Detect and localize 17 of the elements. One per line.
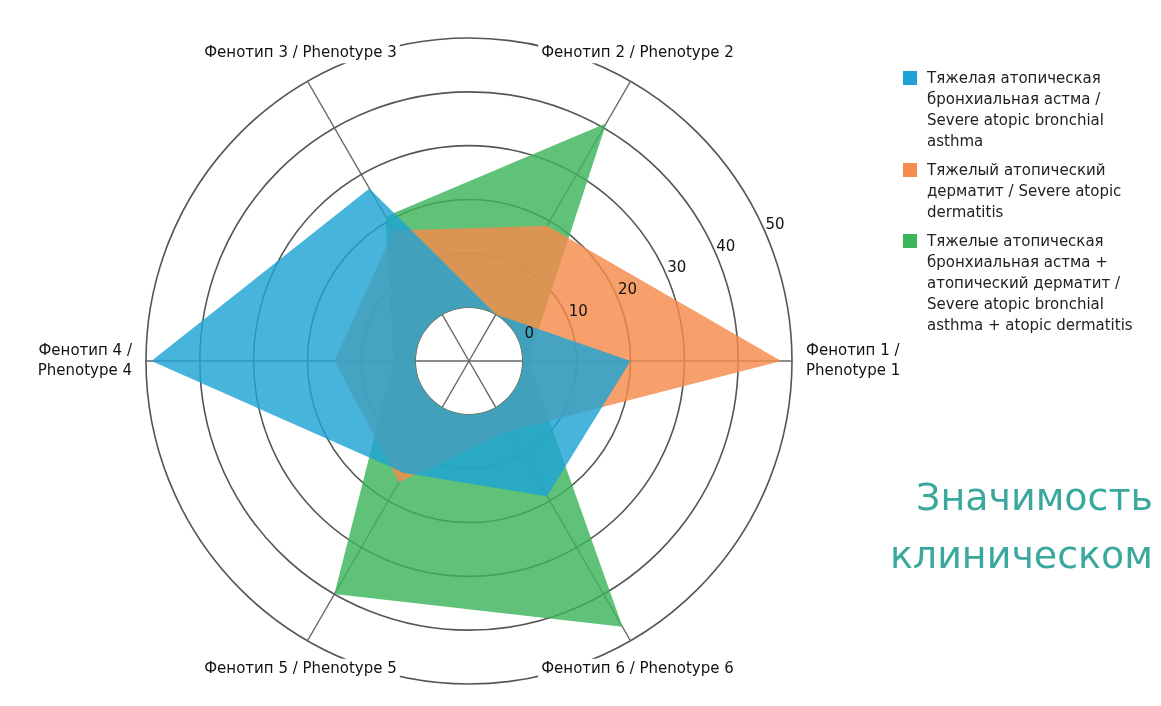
spoke-label: Фенотип 3 / Phenotype 3 <box>204 43 397 62</box>
spoke-label: Фенотип 2 / Phenotype 2 <box>541 43 734 62</box>
text: Значимость <box>915 474 1153 521</box>
spoke-label: Фенотип 6 / Phenotype 6 <box>541 658 734 677</box>
y-tick-label: 0 <box>524 324 534 343</box>
legend-label: Тяжелые атопическая бронхиальная астма + атопический дерматит / Severe atopic bronchial asthma + atopic dermatitis <box>927 231 1134 336</box>
y-tick-label: 40 <box>716 236 736 255</box>
text: клиническом <box>889 532 1153 579</box>
legend-label: Тяжелый атопический дерматит / Severe atopic dermatitis <box>927 160 1123 223</box>
y-tick-label: 30 <box>667 258 687 277</box>
spoke-label: Фенотип 5 / Phenotype 5 <box>204 658 397 677</box>
y-tick-label: 10 <box>568 302 588 321</box>
y-tick-label: 50 <box>765 214 785 233</box>
legend-label: Тяжелая атопическая бронхиальная астма / Severe atopic bronchial asthma <box>927 68 1105 152</box>
spoke-label: Фенотип 4 / Phenotype 4 <box>37 340 133 379</box>
spoke-label: Фенотип 1 / Phenotype 1 <box>806 340 901 379</box>
y-tick-label: 20 <box>617 280 638 299</box>
